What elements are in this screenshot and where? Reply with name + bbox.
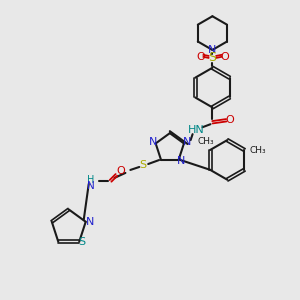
Text: O: O xyxy=(196,52,205,62)
Text: N: N xyxy=(87,181,94,191)
Text: S: S xyxy=(79,237,86,247)
Text: O: O xyxy=(220,52,229,62)
Text: N: N xyxy=(148,137,157,147)
Text: N: N xyxy=(85,217,94,227)
Text: N: N xyxy=(177,156,186,166)
Text: S: S xyxy=(140,160,147,170)
Text: O: O xyxy=(116,166,125,176)
Text: N: N xyxy=(208,45,217,55)
Text: N: N xyxy=(183,137,191,147)
Text: H: H xyxy=(87,175,94,185)
Text: S: S xyxy=(208,51,216,64)
Text: O: O xyxy=(226,115,235,125)
Text: CH₃: CH₃ xyxy=(198,136,214,146)
Text: HN: HN xyxy=(188,125,205,135)
Text: CH₃: CH₃ xyxy=(250,146,267,154)
